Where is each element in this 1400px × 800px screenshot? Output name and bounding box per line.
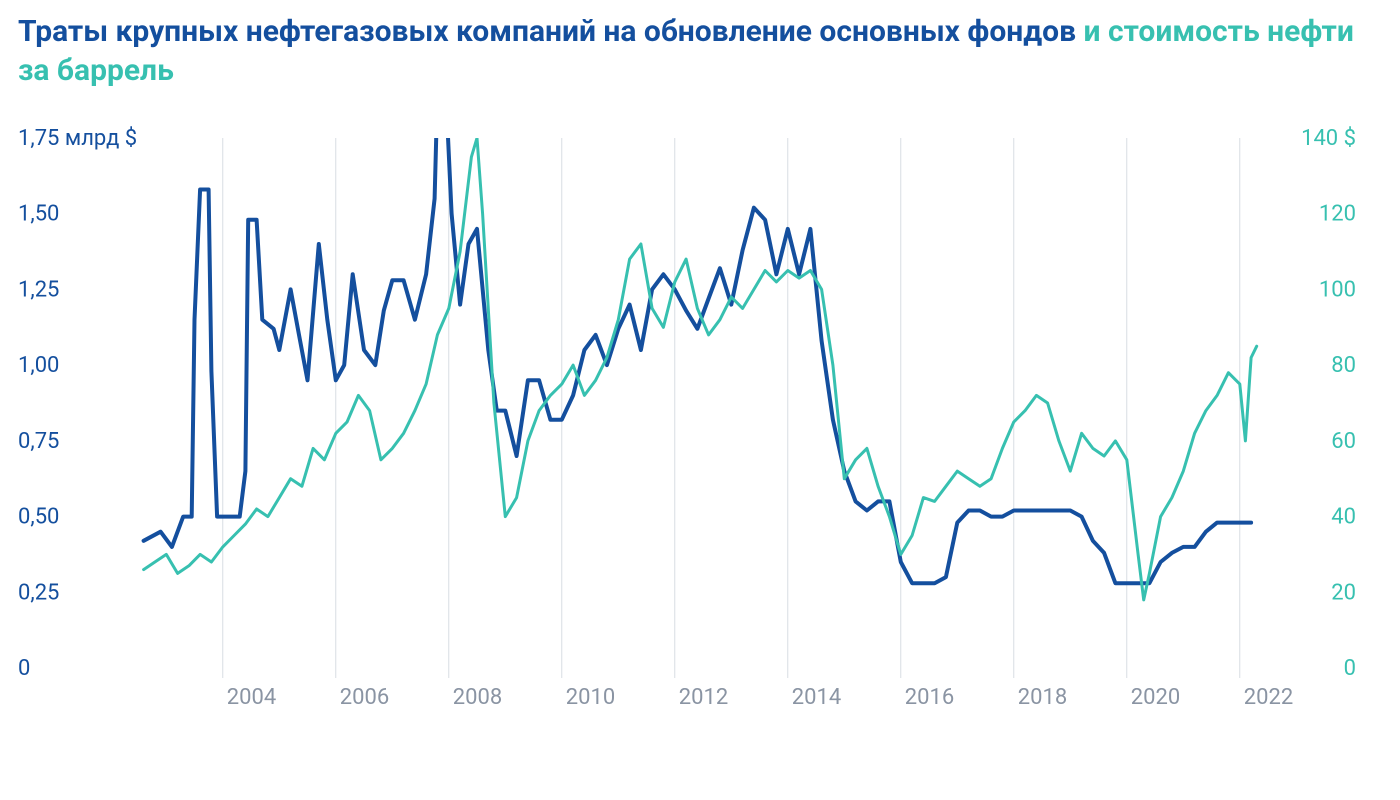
x-axis-label: 2018 (1018, 685, 1067, 710)
y-right-label: 80 (1331, 353, 1356, 378)
y-right-label: 0 (1344, 656, 1356, 681)
y-right-label: 140 $ (1301, 126, 1356, 151)
x-axis-label: 2010 (566, 685, 615, 710)
y-right-label: 20 (1331, 580, 1356, 605)
y-left-label: 0,75 (18, 429, 59, 454)
x-axis-label: 2014 (792, 685, 841, 710)
y-left-label: 1,75 млрд $ (18, 126, 137, 151)
series-capex (144, 118, 1252, 583)
y-right-label: 60 (1331, 429, 1356, 454)
title-part-capex: Траты крупных нефтегазовых компаний на о… (18, 14, 1076, 49)
x-axis-label: 2020 (1131, 685, 1180, 710)
y-left-label: 0,50 (18, 505, 59, 530)
chart-plot: 2004 2006 2008 2010 2012 2014 2016 2018 2020 2022… (18, 118, 1382, 718)
chart-container: Траты крупных нефтегазовых компаний на о… (18, 12, 1382, 788)
y-right-label: 100 (1319, 277, 1356, 302)
chart-title: Траты крупных нефтегазовых компаний на о… (18, 12, 1382, 90)
x-axis-label: 2016 (905, 685, 954, 710)
y-left-label: 0,25 (18, 580, 59, 605)
x-axis-label: 2006 (340, 685, 389, 710)
y-left-label: 1,50 (18, 202, 59, 227)
x-axis-label: 2004 (227, 685, 276, 710)
y-left-label: 1,00 (18, 353, 59, 378)
x-axis-label: 2012 (679, 685, 728, 710)
y-left-label: 0 (18, 656, 30, 681)
y-right-label: 40 (1331, 505, 1356, 530)
x-axis-label: 2008 (453, 685, 502, 710)
y-right-label: 120 (1319, 202, 1356, 227)
x-axis-label: 2022 (1244, 685, 1293, 710)
y-left-label: 1,25 (18, 277, 59, 302)
